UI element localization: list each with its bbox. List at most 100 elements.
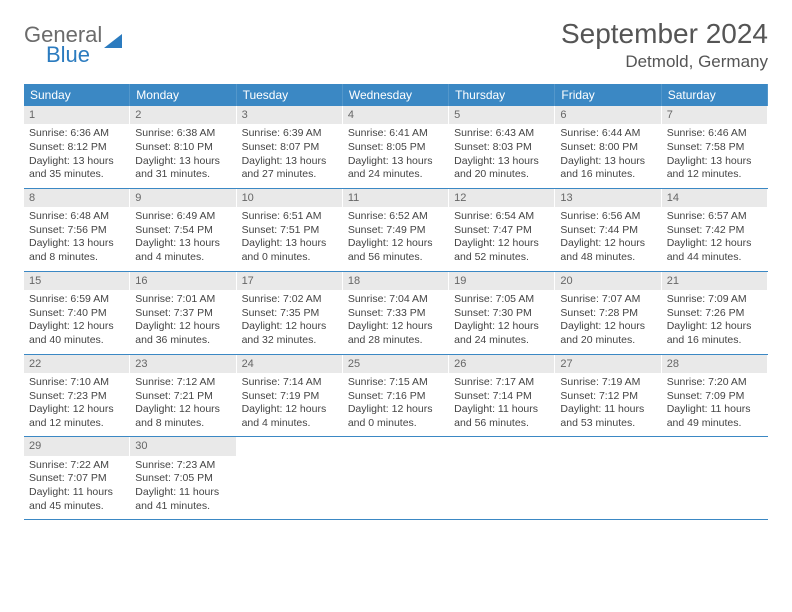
calendar-cell: 13Sunrise: 6:56 AMSunset: 7:44 PMDayligh… <box>555 189 661 271</box>
sunset-text: Sunset: 7:16 PM <box>348 390 444 404</box>
sunrise-text: Sunrise: 7:19 AM <box>560 376 656 390</box>
sunrise-text: Sunrise: 6:52 AM <box>348 210 444 224</box>
daylight-text: Daylight: 12 hours <box>667 237 763 251</box>
daylight-text: Daylight: 12 hours <box>348 403 444 417</box>
date-number <box>449 437 555 441</box>
calendar-cell <box>555 437 661 519</box>
calendar-cell: 4Sunrise: 6:41 AMSunset: 8:05 PMDaylight… <box>343 106 449 188</box>
calendar-cell: 23Sunrise: 7:12 AMSunset: 7:21 PMDayligh… <box>130 355 236 437</box>
calendar-week: 1Sunrise: 6:36 AMSunset: 8:12 PMDaylight… <box>24 106 768 189</box>
weekday-header: Saturday <box>662 84 768 106</box>
weekday-header: Monday <box>130 84 236 106</box>
calendar-cell: 20Sunrise: 7:07 AMSunset: 7:28 PMDayligh… <box>555 272 661 354</box>
calendar-cell <box>449 437 555 519</box>
sunset-text: Sunset: 7:58 PM <box>667 141 763 155</box>
sunset-text: Sunset: 7:23 PM <box>29 390 125 404</box>
cell-body: Sunrise: 7:15 AMSunset: 7:16 PMDaylight:… <box>343 373 449 437</box>
cell-body: Sunrise: 7:05 AMSunset: 7:30 PMDaylight:… <box>449 290 555 354</box>
daylight-text: Daylight: 12 hours <box>29 403 125 417</box>
sunset-text: Sunset: 7:49 PM <box>348 224 444 238</box>
sunrise-text: Sunrise: 7:02 AM <box>242 293 338 307</box>
weekday-header: Wednesday <box>343 84 449 106</box>
daylight-text: and 48 minutes. <box>560 251 656 265</box>
sunrise-text: Sunrise: 7:05 AM <box>454 293 550 307</box>
sunrise-text: Sunrise: 6:44 AM <box>560 127 656 141</box>
daylight-text: and 40 minutes. <box>29 334 125 348</box>
date-number <box>343 437 449 441</box>
daylight-text: and 0 minutes. <box>242 251 338 265</box>
cell-body: Sunrise: 7:12 AMSunset: 7:21 PMDaylight:… <box>130 373 236 437</box>
cell-body: Sunrise: 6:41 AMSunset: 8:05 PMDaylight:… <box>343 124 449 188</box>
cell-body: Sunrise: 7:02 AMSunset: 7:35 PMDaylight:… <box>237 290 343 354</box>
daylight-text: Daylight: 13 hours <box>242 237 338 251</box>
daylight-text: Daylight: 11 hours <box>29 486 125 500</box>
calendar-cell: 30Sunrise: 7:23 AMSunset: 7:05 PMDayligh… <box>130 437 236 519</box>
daylight-text: and 12 minutes. <box>29 417 125 431</box>
calendar-cell: 19Sunrise: 7:05 AMSunset: 7:30 PMDayligh… <box>449 272 555 354</box>
daylight-text: Daylight: 13 hours <box>560 155 656 169</box>
daylight-text: and 27 minutes. <box>242 168 338 182</box>
sunset-text: Sunset: 8:07 PM <box>242 141 338 155</box>
calendar-week: 22Sunrise: 7:10 AMSunset: 7:23 PMDayligh… <box>24 355 768 438</box>
sunrise-text: Sunrise: 6:49 AM <box>135 210 231 224</box>
cell-body: Sunrise: 7:14 AMSunset: 7:19 PMDaylight:… <box>237 373 343 437</box>
date-number: 1 <box>24 106 130 124</box>
daylight-text: Daylight: 13 hours <box>454 155 550 169</box>
date-number: 29 <box>24 437 130 455</box>
weekday-header: Thursday <box>449 84 555 106</box>
daylight-text: and 45 minutes. <box>29 500 125 514</box>
daylight-text: and 16 minutes. <box>560 168 656 182</box>
title-block: September 2024 Detmold, Germany <box>561 18 768 72</box>
daylight-text: Daylight: 13 hours <box>135 155 231 169</box>
sunset-text: Sunset: 7:19 PM <box>242 390 338 404</box>
date-number: 12 <box>449 189 555 207</box>
daylight-text: and 41 minutes. <box>135 500 231 514</box>
sunset-text: Sunset: 7:09 PM <box>667 390 763 404</box>
sunrise-text: Sunrise: 7:07 AM <box>560 293 656 307</box>
date-number: 4 <box>343 106 449 124</box>
calendar-cell: 15Sunrise: 6:59 AMSunset: 7:40 PMDayligh… <box>24 272 130 354</box>
cell-body: Sunrise: 7:17 AMSunset: 7:14 PMDaylight:… <box>449 373 555 437</box>
daylight-text: and 31 minutes. <box>135 168 231 182</box>
cell-body: Sunrise: 6:36 AMSunset: 8:12 PMDaylight:… <box>24 124 130 188</box>
sunset-text: Sunset: 7:05 PM <box>135 472 231 486</box>
date-number: 8 <box>24 189 130 207</box>
cell-body: Sunrise: 6:51 AMSunset: 7:51 PMDaylight:… <box>237 207 343 271</box>
sunrise-text: Sunrise: 7:23 AM <box>135 459 231 473</box>
date-number: 3 <box>237 106 343 124</box>
daylight-text: Daylight: 11 hours <box>454 403 550 417</box>
daylight-text: and 4 minutes. <box>135 251 231 265</box>
sunset-text: Sunset: 7:30 PM <box>454 307 550 321</box>
sunrise-text: Sunrise: 6:51 AM <box>242 210 338 224</box>
calendar-cell: 10Sunrise: 6:51 AMSunset: 7:51 PMDayligh… <box>237 189 343 271</box>
date-number: 2 <box>130 106 236 124</box>
daylight-text: and 35 minutes. <box>29 168 125 182</box>
cell-body: Sunrise: 7:01 AMSunset: 7:37 PMDaylight:… <box>130 290 236 354</box>
daylight-text: and 56 minutes. <box>454 417 550 431</box>
date-number: 13 <box>555 189 661 207</box>
daylight-text: and 4 minutes. <box>242 417 338 431</box>
cell-body: Sunrise: 6:46 AMSunset: 7:58 PMDaylight:… <box>662 124 768 188</box>
daylight-text: Daylight: 13 hours <box>242 155 338 169</box>
daylight-text: and 20 minutes. <box>454 168 550 182</box>
date-number <box>662 437 768 441</box>
cell-body: Sunrise: 6:59 AMSunset: 7:40 PMDaylight:… <box>24 290 130 354</box>
daylight-text: Daylight: 13 hours <box>348 155 444 169</box>
calendar-cell: 18Sunrise: 7:04 AMSunset: 7:33 PMDayligh… <box>343 272 449 354</box>
sunrise-text: Sunrise: 6:43 AM <box>454 127 550 141</box>
sunset-text: Sunset: 8:10 PM <box>135 141 231 155</box>
date-number: 25 <box>343 355 449 373</box>
daylight-text: Daylight: 13 hours <box>29 237 125 251</box>
sunset-text: Sunset: 7:35 PM <box>242 307 338 321</box>
sunrise-text: Sunrise: 6:48 AM <box>29 210 125 224</box>
date-number: 21 <box>662 272 768 290</box>
sunset-text: Sunset: 7:47 PM <box>454 224 550 238</box>
calendar-cell: 14Sunrise: 6:57 AMSunset: 7:42 PMDayligh… <box>662 189 768 271</box>
date-number: 7 <box>662 106 768 124</box>
calendar-cell: 29Sunrise: 7:22 AMSunset: 7:07 PMDayligh… <box>24 437 130 519</box>
cell-body: Sunrise: 7:19 AMSunset: 7:12 PMDaylight:… <box>555 373 661 437</box>
sunset-text: Sunset: 7:40 PM <box>29 307 125 321</box>
daylight-text: Daylight: 12 hours <box>135 320 231 334</box>
sunrise-text: Sunrise: 7:15 AM <box>348 376 444 390</box>
sunrise-text: Sunrise: 6:39 AM <box>242 127 338 141</box>
